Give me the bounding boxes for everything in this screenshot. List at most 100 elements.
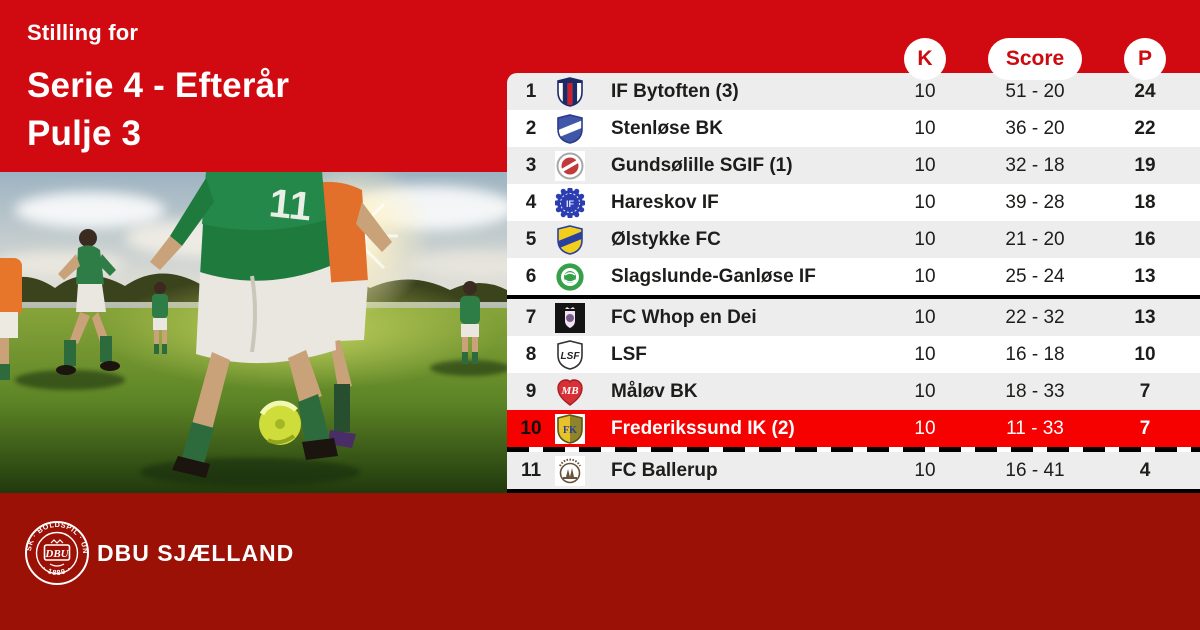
team-logo-icon [555, 224, 585, 255]
team-logo-icon [555, 76, 585, 107]
matches-played: 10 [914, 228, 936, 250]
seal-year: · 1889 · [41, 564, 73, 577]
svg-text:11: 11 [267, 181, 314, 229]
table-row: 4 IF Hareskov IF 10 39 - 28 18 [507, 184, 1200, 221]
table-row: 5 Ølstykke FC 10 21 - 20 16 [507, 221, 1200, 258]
svg-text:FK: FK [563, 425, 577, 436]
column-k: K [880, 38, 970, 80]
team-name: Slagslunde-Ganløse IF [611, 265, 816, 287]
svg-text:LSF: LSF [561, 351, 581, 362]
card-title-line1: Serie 4 - Efterår [27, 66, 290, 105]
team-name: Hareskov IF [611, 191, 719, 213]
table-row: 11 FC Ballerup 10 16 - 41 4 [507, 452, 1200, 489]
team-name: Ølstykke FC [611, 228, 721, 250]
column-score: Score [970, 38, 1100, 80]
position-number: 9 [525, 380, 537, 402]
matches-played: 10 [914, 343, 936, 365]
promotion-divider-line [507, 295, 1200, 299]
matches-played: 10 [914, 306, 936, 328]
goal-score: 11 - 33 [1006, 417, 1064, 439]
matches-played: 10 [914, 154, 936, 176]
table-row: 7 FC Whop en Dei 10 22 - 32 13 [507, 299, 1200, 336]
table-row-highlighted: 10 FK Frederikssund IK (2) 10 11 - 33 7 [507, 410, 1200, 447]
matches-played: 10 [914, 459, 936, 481]
position-number: 5 [525, 228, 537, 250]
goal-score: 25 - 24 [1005, 265, 1065, 287]
points: 4 [1139, 459, 1151, 481]
points: 7 [1139, 380, 1151, 402]
points: 16 [1134, 228, 1156, 250]
goal-score: 16 - 18 [1005, 343, 1065, 365]
column-p: P [1100, 38, 1190, 80]
position-number: 10 [520, 417, 542, 439]
points: 10 [1134, 343, 1156, 365]
matches-played: 10 [914, 265, 936, 287]
points: 19 [1134, 154, 1156, 176]
goal-score: 16 - 41 [1005, 459, 1065, 481]
goal-score: 51 - 20 [1005, 80, 1065, 102]
team-logo-icon: LSF [555, 339, 585, 370]
goal-score: 36 - 20 [1005, 117, 1065, 139]
position-number: 6 [525, 265, 537, 287]
points: 24 [1134, 80, 1156, 102]
column-header-score: Score [987, 38, 1083, 80]
table-row: 6 Slagslunde-Ganløse IF 10 25 - 24 13 [507, 258, 1200, 295]
team-name: FC Whop en Dei [611, 306, 757, 328]
svg-text:IF: IF [566, 199, 575, 209]
goal-score: 18 - 33 [1005, 380, 1065, 402]
team-logo-icon [555, 150, 585, 181]
matches-played: 10 [914, 380, 936, 402]
relegation-dashed-line [507, 447, 1200, 452]
points: 13 [1134, 306, 1156, 328]
team-name: Frederikssund IK (2) [611, 417, 795, 439]
table-row: 3 Gundsølille SGIF (1) 10 32 - 18 19 [507, 147, 1200, 184]
table-row: 9 MB Måløv BK 10 18 - 33 7 [507, 373, 1200, 410]
football-match-photo: 11 [0, 172, 507, 493]
svg-text:· 1889 ·: · 1889 · [41, 564, 74, 577]
goal-score: 32 - 18 [1005, 154, 1065, 176]
team-logo-icon: MB [555, 377, 585, 407]
column-header-p: P [1124, 38, 1166, 80]
standings-table: 1 IF Bytoften (3) 10 51 - 20 24 2 Stenlø… [507, 73, 1200, 493]
matches-played: 10 [914, 117, 936, 139]
team-logo-icon: FK [555, 413, 585, 444]
brand-name: DBU SJÆLLAND [97, 540, 295, 566]
points: 13 [1134, 265, 1156, 287]
team-logo-icon [555, 262, 585, 292]
position-number: 11 [520, 459, 542, 481]
position-number: 2 [525, 117, 537, 139]
position-number: 4 [525, 191, 537, 213]
goal-score: 22 - 32 [1005, 306, 1065, 328]
position-number: 3 [525, 154, 537, 176]
team-name: LSF [611, 343, 647, 365]
team-name: Måløv BK [611, 380, 698, 402]
table-row: 1 IF Bytoften (3) 10 51 - 20 24 [507, 73, 1200, 110]
card-title-line2: Pulje 3 [27, 114, 142, 153]
points: 22 [1134, 117, 1156, 139]
team-logo-icon [555, 302, 585, 333]
team-name: FC Ballerup [611, 459, 718, 481]
matches-played: 10 [914, 417, 936, 439]
column-header-k: K [904, 38, 946, 80]
team-name: Stenløse BK [611, 117, 723, 139]
seal-center-text: DBU [44, 548, 69, 560]
matches-played: 10 [914, 80, 936, 102]
table-row: 8 LSF LSF 10 16 - 18 10 [507, 336, 1200, 373]
position-number: 8 [525, 343, 537, 365]
position-number: 1 [525, 80, 537, 102]
svg-text:MB: MB [560, 385, 578, 397]
team-logo-icon: IF [555, 187, 585, 218]
team-logo-icon [555, 113, 585, 144]
footer-band: DANSK · BOLDSPIL · UNION · 1889 · DBU DB… [0, 493, 1200, 630]
table-bottom-border [507, 489, 1200, 493]
points: 7 [1139, 417, 1151, 439]
dbu-union-logo: DANSK · BOLDSPIL · UNION · 1889 · DBU [21, 513, 90, 586]
team-name: IF Bytoften (3) [611, 80, 739, 102]
team-name: Gundsølille SGIF (1) [611, 154, 793, 176]
table-row: 2 Stenløse BK 10 36 - 20 22 [507, 110, 1200, 147]
position-number: 7 [525, 306, 537, 328]
team-logo-icon [555, 455, 585, 486]
title-block: Stilling for Serie 4 - Efterår Pulje 3 [27, 20, 289, 158]
goal-score: 21 - 20 [1005, 228, 1065, 250]
